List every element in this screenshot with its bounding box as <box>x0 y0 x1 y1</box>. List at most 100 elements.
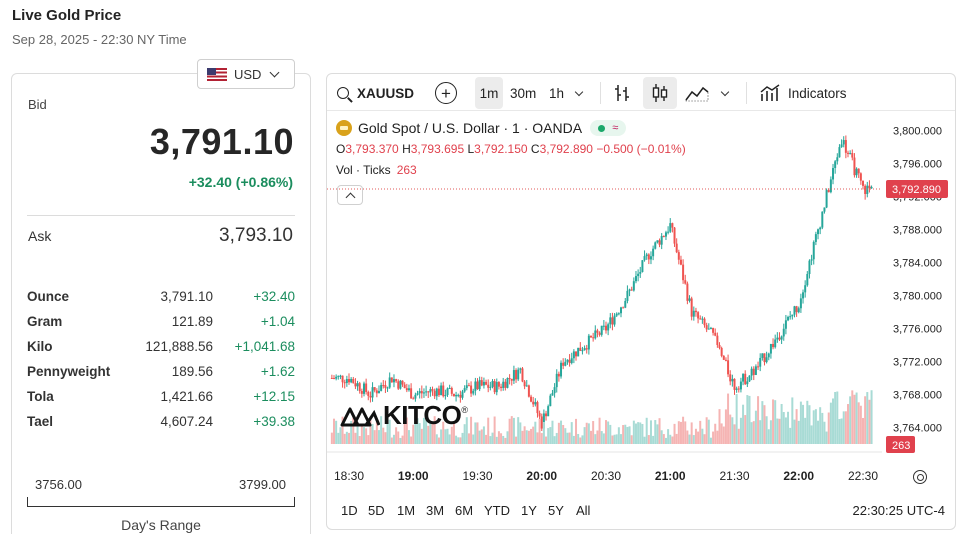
ask-label: Ask <box>28 228 52 244</box>
volume-bar <box>626 426 629 444</box>
candle-body <box>761 353 764 358</box>
volume-bar <box>557 422 560 444</box>
volume-bar <box>521 430 524 444</box>
volume-bar <box>403 421 406 444</box>
volume-bar <box>333 418 336 444</box>
candle-body <box>662 236 665 238</box>
timeframe-30m[interactable]: 30m <box>510 85 537 101</box>
volume-bar <box>782 412 785 444</box>
candle-body <box>834 161 837 169</box>
chart-panel <box>326 73 956 530</box>
volume-bar <box>682 416 685 444</box>
indicators-button[interactable]: Indicators <box>760 77 847 109</box>
volume-bar <box>435 434 438 444</box>
range-high: 3799.00 <box>239 477 286 492</box>
collapse-legend-button[interactable] <box>337 185 363 205</box>
range-label: Day's Range <box>121 517 201 533</box>
volume-bar <box>534 421 537 444</box>
area-style-button[interactable] <box>685 77 709 109</box>
high-value: 3,793.695 <box>410 142 465 156</box>
candle-body <box>577 347 580 357</box>
timeframe-1h[interactable]: 1h <box>549 85 565 101</box>
candle-body <box>744 373 747 385</box>
volume-bar <box>761 401 764 444</box>
volume-bar <box>418 423 421 444</box>
volume-bar <box>823 421 826 444</box>
volume-bar <box>506 431 509 444</box>
chart-settings-icon[interactable] <box>913 470 927 484</box>
range-5d-button[interactable]: 5D <box>368 503 385 518</box>
range-6m-button[interactable]: 6M <box>455 503 474 518</box>
candle-body <box>440 385 443 396</box>
candle-body <box>583 348 586 351</box>
volume-bar <box>354 432 357 444</box>
divider <box>27 215 295 216</box>
range-ytd-button[interactable]: YTD <box>484 503 510 518</box>
candle-body <box>806 274 809 286</box>
market-status-badge[interactable]: ≈ <box>590 120 627 136</box>
volume-bar <box>632 420 635 444</box>
unit-price: 1,421.66 <box>160 389 213 404</box>
volume-bar <box>399 437 402 444</box>
candle-body <box>735 388 738 390</box>
ask-price: 3,793.10 <box>219 225 293 246</box>
candle-body <box>864 185 867 194</box>
unit-row-kilo: Kilo 121,888.56 +1,041.68 <box>27 339 295 364</box>
candle-body <box>746 381 749 385</box>
volume-bar <box>373 430 376 444</box>
volume-bar <box>694 428 697 444</box>
candle-body <box>418 391 421 394</box>
candle-body <box>540 416 543 429</box>
candle-body <box>780 336 783 340</box>
range-all-button[interactable]: All <box>576 503 591 518</box>
ohlc-readout: O3,793.370 H3,793.695 L3,792.150 C3,792.… <box>336 142 686 156</box>
range-1y-button[interactable]: 1Y <box>521 503 537 518</box>
x-tick-label: 19:30 <box>462 469 492 483</box>
volume-bar <box>787 411 790 444</box>
candle-body <box>476 381 479 390</box>
candle-body <box>502 381 505 388</box>
price-chart[interactable]: 3,800.0003,796.0003,792.0003,788.0003,78… <box>327 112 955 494</box>
candle-body <box>532 401 535 405</box>
candle-body <box>789 316 792 318</box>
candles-icon <box>652 84 668 102</box>
candle-body <box>669 223 672 232</box>
range-3m-button[interactable]: 3M <box>426 503 445 518</box>
candle-body <box>388 377 391 388</box>
volume-bar <box>583 427 586 444</box>
range-1d-button[interactable]: 1D <box>341 503 358 518</box>
candle-body <box>705 325 708 330</box>
symbol-search[interactable]: XAUUSD <box>337 77 414 109</box>
timeframe-menu[interactable] <box>574 77 584 109</box>
volume-bar <box>536 432 539 444</box>
candle-body <box>765 357 768 363</box>
candle-body <box>692 310 695 317</box>
last-price-badge <box>886 179 948 198</box>
volume-bar <box>714 423 717 444</box>
volume-bar <box>722 426 725 444</box>
y-tick-label: 3,768.000 <box>893 389 942 401</box>
candle-body <box>853 157 856 176</box>
candle-body <box>673 227 676 244</box>
volume-bar <box>560 420 563 444</box>
volume-bar <box>562 425 565 444</box>
volume-bar <box>380 416 383 444</box>
candle-style-button[interactable] <box>643 77 677 109</box>
candle-body <box>827 190 830 193</box>
volume-bar <box>853 394 856 444</box>
candle-body <box>416 393 419 395</box>
range-5y-button[interactable]: 5Y <box>548 503 564 518</box>
timeframe-1m[interactable]: 1m <box>475 77 503 109</box>
currency-select[interactable]: USD <box>197 59 295 89</box>
unit-name: Kilo <box>27 339 53 354</box>
chart-style-menu[interactable] <box>720 77 730 109</box>
candle-body <box>750 368 753 376</box>
volume-bar <box>392 434 395 444</box>
candle-body <box>369 395 372 398</box>
range-1m-button[interactable]: 1M <box>397 503 416 518</box>
candle-body <box>622 307 625 309</box>
compare-symbol-button[interactable]: + <box>435 82 457 104</box>
volume-bar <box>437 437 440 444</box>
candle-body <box>823 207 826 212</box>
bar-style-button[interactable] <box>613 77 631 109</box>
